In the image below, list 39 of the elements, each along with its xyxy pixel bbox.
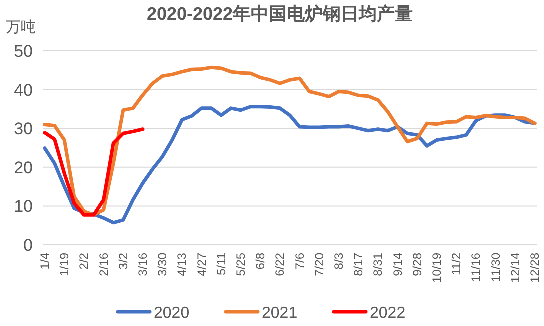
x-tick-label: 10/19 — [430, 252, 444, 284]
x-tick-label: 11/30 — [488, 252, 503, 282]
x-tick-label: 4/27 — [194, 252, 209, 276]
x-tick-label: 3/2 — [116, 252, 130, 270]
x-tick-label: 4/13 — [175, 252, 190, 276]
x-tick-label: 1/19 — [58, 252, 72, 276]
x-tick-label: 11/16 — [469, 252, 484, 282]
y-tick-label: 20 — [14, 158, 33, 178]
x-tick-label: 2/2 — [77, 252, 92, 270]
x-tick-label: 9/28 — [410, 252, 424, 276]
y-tick-label: 40 — [14, 80, 33, 100]
chart-title: 2020-2022年中国电炉钢日均产量 — [146, 4, 414, 24]
x-tick-label: 1/4 — [38, 252, 52, 270]
x-tick-label: 8/31 — [371, 252, 386, 276]
x-tick-label: 9/14 — [390, 252, 405, 276]
line-series — [43, 128, 145, 217]
x-tick-label: 12/14 — [508, 252, 522, 284]
line-series — [43, 66, 537, 217]
legend-label: 2020 — [154, 305, 190, 322]
y-tick-label: 0 — [24, 236, 33, 255]
x-tick-label: 12/28 — [528, 252, 542, 284]
x-tick-label: 6/22 — [273, 252, 288, 276]
x-tick-label: 3/16 — [136, 252, 150, 276]
x-tick-label: 7/20 — [312, 252, 326, 276]
x-tick-label: 6/8 — [254, 252, 268, 270]
x-tick-label: 3/30 — [156, 252, 170, 276]
y-tick-label: 30 — [14, 120, 33, 139]
x-tick-label: 5/11 — [214, 252, 228, 276]
y-axis-title: 万吨 — [6, 19, 36, 36]
legend-label: 2022 — [370, 305, 406, 322]
x-tick-label: 8/3 — [332, 252, 346, 270]
legend-label: 2021 — [262, 305, 298, 322]
y-tick-label: 50 — [14, 42, 33, 61]
x-tick-label: 8/17 — [352, 252, 366, 276]
y-tick-label: 10 — [14, 197, 33, 216]
x-tick-label: 5/25 — [234, 252, 248, 276]
x-tick-label: 2/16 — [96, 252, 111, 276]
x-tick-label: 11/2 — [450, 252, 464, 276]
x-tick-label: 7/6 — [292, 252, 307, 270]
